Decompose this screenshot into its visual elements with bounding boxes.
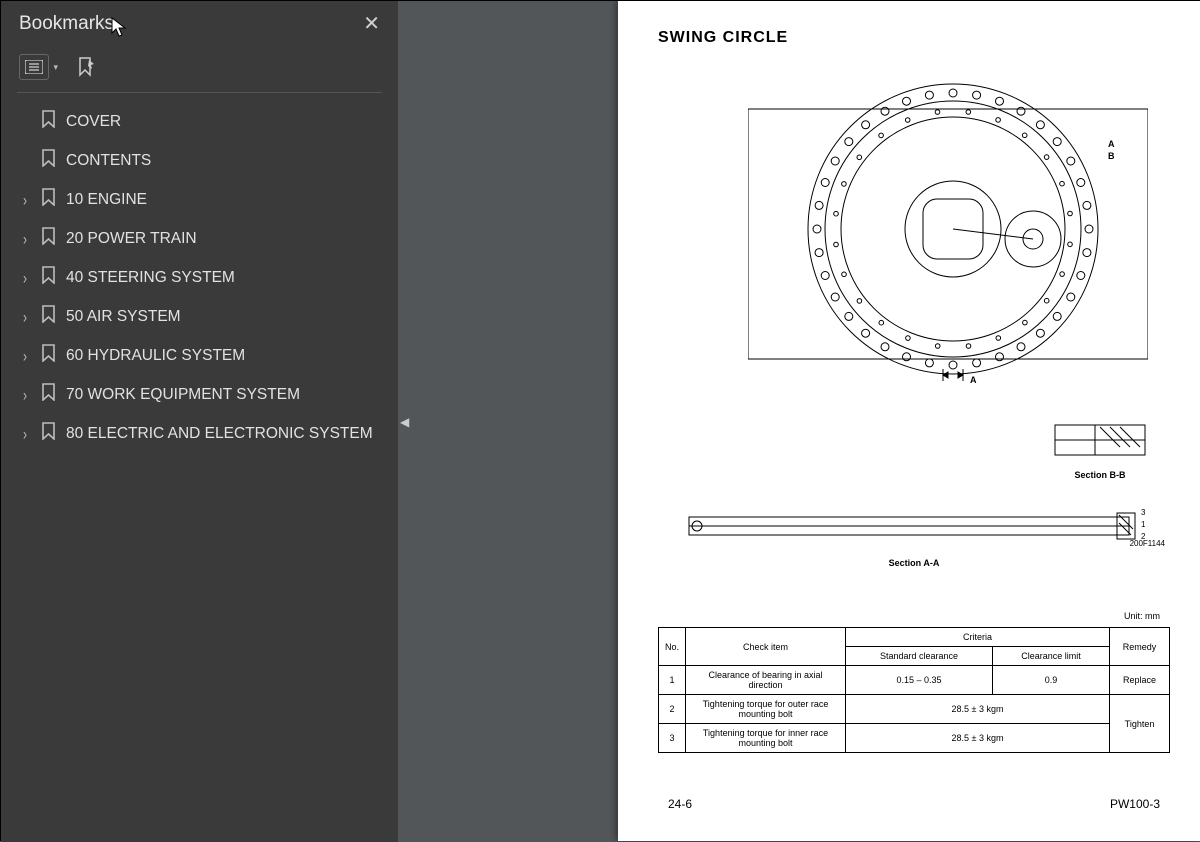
- th-limit: Clearance limit: [992, 647, 1109, 666]
- cell-std: 0.15 – 0.35: [846, 666, 993, 695]
- collapse-sidebar-handle[interactable]: ◀: [398, 405, 411, 439]
- page-footer: 24-6 PW100-3: [668, 797, 1160, 811]
- bookmark-label: 80 ELECTRIC AND ELECTRONIC SYSTEM: [66, 425, 373, 443]
- cell-remedy: Tighten: [1110, 695, 1170, 753]
- bookmark-label: 40 STEERING SYSTEM: [66, 269, 235, 287]
- bookmark-item[interactable]: ›CONTENTS: [15, 142, 384, 179]
- close-icon[interactable]: ✕: [363, 11, 380, 36]
- bookmark-icon: [41, 188, 56, 211]
- th-remedy: Remedy: [1110, 628, 1170, 666]
- cell-no: 3: [659, 724, 686, 753]
- chevron-right-icon[interactable]: ›: [19, 268, 31, 288]
- bookmark-icon: [41, 383, 56, 406]
- th-std: Standard clearance: [846, 647, 993, 666]
- bookmark-item[interactable]: › 40 STEERING SYSTEM: [15, 259, 384, 296]
- bookmark-icon: [41, 266, 56, 289]
- svg-text:B: B: [1108, 151, 1115, 161]
- cell-no: 2: [659, 695, 686, 724]
- chevron-right-icon[interactable]: ›: [19, 307, 31, 327]
- bookmark-icon: [41, 422, 56, 445]
- bookmark-options-button[interactable]: ▾: [19, 54, 49, 80]
- cell-check: Tightening torque for outer race mountin…: [686, 695, 846, 724]
- section-aa-detail: 3 1 2 Section A-A: [678, 507, 1150, 577]
- bookmark-item[interactable]: ›COVER: [15, 103, 384, 140]
- bookmark-item[interactable]: › 10 ENGINE: [15, 181, 384, 218]
- chevron-right-icon[interactable]: ›: [19, 385, 31, 405]
- th-check: Check item: [686, 628, 846, 666]
- bookmark-item[interactable]: › 60 HYDRAULIC SYSTEM: [15, 337, 384, 374]
- bookmark-icon: [41, 344, 56, 367]
- bookmark-item[interactable]: › 70 WORK EQUIPMENT SYSTEM: [15, 376, 384, 413]
- add-bookmark-icon[interactable]: [75, 56, 97, 78]
- chevron-right-icon[interactable]: ›: [19, 190, 31, 210]
- bookmark-label: COVER: [66, 113, 121, 131]
- bookmarks-panel: Bookmarks ✕ ▾ ›COVER›CONTENTS›10 ENGINE›…: [1, 1, 398, 842]
- bookmark-label: 20 POWER TRAIN: [66, 230, 197, 248]
- cell-criteria: 28.5 ± 3 kgm: [846, 724, 1110, 753]
- bookmark-label: 10 ENGINE: [66, 191, 147, 209]
- bookmark-label: 50 AIR SYSTEM: [66, 308, 181, 326]
- svg-text:A: A: [1108, 139, 1115, 149]
- chevron-right-icon[interactable]: ›: [19, 229, 31, 249]
- bookmarks-title: Bookmarks: [19, 13, 114, 35]
- bookmark-label: 70 WORK EQUIPMENT SYSTEM: [66, 386, 300, 404]
- bookmarks-header: Bookmarks ✕: [1, 1, 398, 50]
- footer-page-number: 24-6: [668, 797, 692, 811]
- pdf-page: SWING CIRCLE: [618, 1, 1200, 841]
- svg-text:3: 3: [1141, 508, 1146, 517]
- bookmark-icon: [41, 305, 56, 328]
- spec-table: No. Check item Criteria Remedy Standard …: [658, 627, 1170, 753]
- bookmark-item[interactable]: › 20 POWER TRAIN: [15, 220, 384, 257]
- bookmarks-list: ›COVER›CONTENTS›10 ENGINE›20 POWER TRAIN…: [1, 103, 398, 452]
- th-criteria: Criteria: [846, 628, 1110, 647]
- bookmark-item[interactable]: › 80 ELECTRIC AND ELECTRONIC SYSTEM: [15, 415, 384, 452]
- bookmarks-toolbar: ▾: [17, 50, 382, 93]
- cell-criteria: 28.5 ± 3 kgm: [846, 695, 1110, 724]
- unit-label: Unit: mm: [1124, 611, 1160, 621]
- bookmark-icon: [41, 149, 56, 172]
- cell-no: 1: [659, 666, 686, 695]
- svg-text:A: A: [970, 375, 977, 385]
- cell-check: Tightening torque for inner race mountin…: [686, 724, 846, 753]
- bookmark-icon: [41, 110, 56, 133]
- cell-limit: 0.9: [992, 666, 1109, 695]
- chevron-right-icon[interactable]: ›: [19, 424, 31, 444]
- bookmark-item[interactable]: › 50 AIR SYSTEM: [15, 298, 384, 335]
- cell-check: Clearance of bearing in axial direction: [686, 666, 846, 695]
- figure-code: 200F1144: [1130, 539, 1165, 548]
- bookmark-icon: [41, 227, 56, 250]
- section-aa-caption: Section A-A: [678, 558, 1150, 568]
- bookmark-label: CONTENTS: [66, 152, 151, 170]
- th-no: No.: [659, 628, 686, 666]
- svg-text:1: 1: [1141, 520, 1146, 529]
- cell-remedy: Replace: [1110, 666, 1170, 695]
- page-title: SWING CIRCLE: [658, 29, 1170, 47]
- footer-model: PW100-3: [1110, 797, 1160, 811]
- document-viewport: ◀ AUTOPDF.NET SWING CIRCLE: [398, 1, 1200, 842]
- bookmark-label: 60 HYDRAULIC SYSTEM: [66, 347, 245, 365]
- section-bb-detail: Section B-B: [1040, 417, 1160, 487]
- swing-circle-diagram: A B A: [748, 69, 1148, 399]
- chevron-right-icon[interactable]: ›: [19, 346, 31, 366]
- section-bb-caption: Section B-B: [1040, 470, 1160, 480]
